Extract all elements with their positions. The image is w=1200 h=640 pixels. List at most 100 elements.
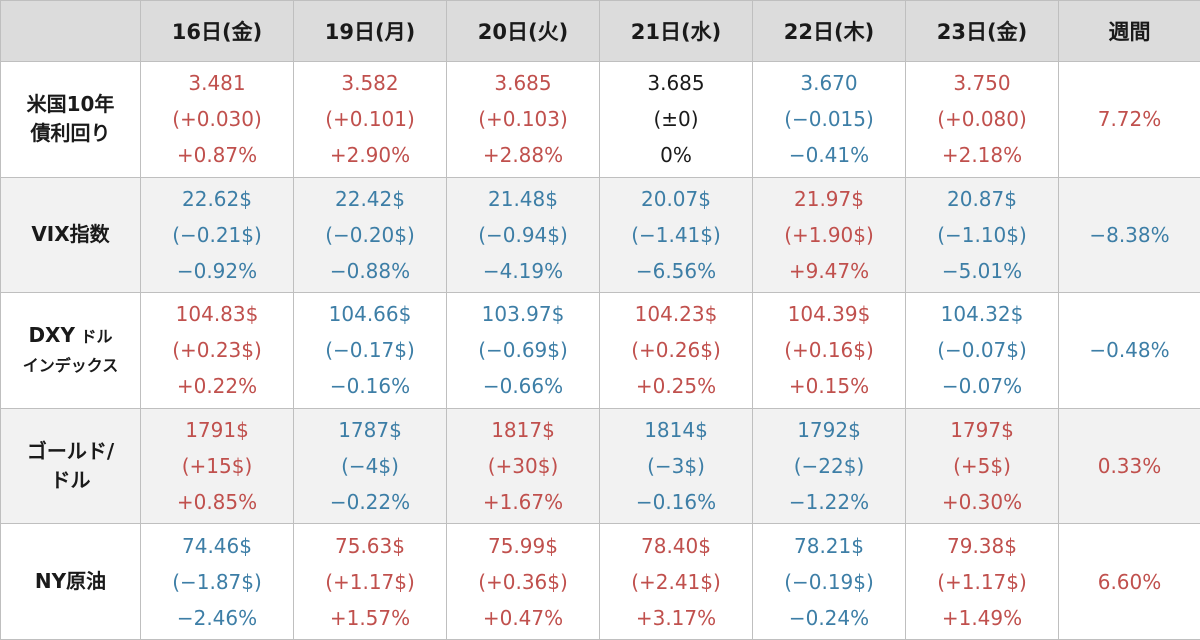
cell-change: (−1.87$) <box>172 569 262 594</box>
column-header: 16日(金) <box>140 0 294 62</box>
cell-percent: −0.92% <box>176 258 258 283</box>
weekly-change: −0.48% <box>1058 292 1200 409</box>
cell-change: (+0.101) <box>325 107 415 132</box>
cell-change: (−0.94$) <box>478 222 568 247</box>
data-cell: 75.99$ (+0.36$) +0.47% <box>446 523 600 640</box>
cell-change: (−3$) <box>647 454 705 479</box>
cell-value: 22.42$ <box>335 186 405 211</box>
cell-change: (−0.17$) <box>325 338 415 363</box>
data-cell: 20.07$ (−1.41$) −6.56% <box>599 176 753 294</box>
cell-value: 3.750 <box>953 71 1011 96</box>
cell-change: (±0) <box>653 107 699 132</box>
cell-percent: +2.88% <box>482 143 564 168</box>
data-cell: 104.66$ (−0.17$) −0.16% <box>293 292 447 409</box>
cell-value: 103.97$ <box>481 302 565 327</box>
cell-percent: 0% <box>660 143 692 168</box>
cell-percent: +1.57% <box>329 605 411 630</box>
cell-value: 1797$ <box>950 418 1014 443</box>
cell-change: (−0.07$) <box>937 338 1027 363</box>
cell-change: (+30$) <box>487 454 559 479</box>
data-cell: 1817$ (+30$) +1.67% <box>446 407 600 525</box>
cell-value: 1792$ <box>797 418 861 443</box>
cell-change: (−0.21$) <box>172 222 262 247</box>
cell-percent: −4.19% <box>482 258 564 283</box>
cell-percent: −2.46% <box>176 605 258 630</box>
cell-change: (+5$) <box>953 454 1011 479</box>
cell-change: (+2.41$) <box>631 569 721 594</box>
cell-value: 20.87$ <box>947 186 1017 211</box>
weekly-change: 7.72% <box>1058 61 1200 178</box>
cell-value: 1791$ <box>185 418 249 443</box>
data-cell: 22.62$ (−0.21$) −0.92% <box>140 176 294 294</box>
cell-percent: −0.66% <box>482 374 564 399</box>
cell-percent: +0.87% <box>176 143 258 168</box>
cell-value: 104.66$ <box>328 302 412 327</box>
cell-change: (+0.030) <box>172 107 262 132</box>
cell-percent: −0.41% <box>788 143 870 168</box>
cell-percent: +3.17% <box>635 605 717 630</box>
data-cell: 104.23$ (+0.26$) +0.25% <box>599 292 753 409</box>
cell-value: 21.97$ <box>794 186 864 211</box>
data-cell: 78.40$ (+2.41$) +3.17% <box>599 523 753 640</box>
row-label: 米国10年 債利回り <box>0 61 141 178</box>
row-label-line2: インデックス <box>22 356 119 376</box>
data-cell: 104.39$ (+0.16$) +0.15% <box>752 292 906 409</box>
data-cell: 104.83$ (+0.23$) +0.22% <box>140 292 294 409</box>
cell-value: 104.83$ <box>175 302 259 327</box>
cell-percent: −0.16% <box>329 374 411 399</box>
data-cell: 79.38$ (+1.17$) +1.49% <box>905 523 1059 640</box>
data-cell: 1792$ (−22$) −1.22% <box>752 407 906 525</box>
column-header: 20日(火) <box>446 0 600 62</box>
cell-change: (+1.17$) <box>325 569 415 594</box>
cell-value: 3.685 <box>647 71 705 96</box>
cell-value: 79.38$ <box>947 533 1017 558</box>
cell-value: 104.39$ <box>787 302 871 327</box>
row-vix: VIX指数 22.62$ (−0.21$) −0.92% 22.42$ (−0.20$) −… <box>0 176 1200 294</box>
cell-value: 1814$ <box>644 418 708 443</box>
data-cell: 1787$ (−4$) −0.22% <box>293 407 447 525</box>
cell-percent: +0.47% <box>482 605 564 630</box>
cell-change: (−4$) <box>341 454 399 479</box>
data-cell: 20.87$ (−1.10$) −5.01% <box>905 176 1059 294</box>
cell-value: 1787$ <box>338 418 402 443</box>
cell-percent: +1.49% <box>941 605 1023 630</box>
row-wti: NY原油 74.46$ (−1.87$) −2.46% 75.63$ (+1.17$) +1… <box>0 523 1200 640</box>
cell-value: 3.481 <box>188 71 246 96</box>
data-cell: 3.582 (+0.101) +2.90% <box>293 61 447 178</box>
cell-percent: −1.22% <box>788 490 870 515</box>
row-label: NY原油 <box>0 523 141 640</box>
row-label: ゴールド/ ドル <box>0 407 141 525</box>
cell-value: 1817$ <box>491 418 555 443</box>
cell-change: (−0.20$) <box>325 222 415 247</box>
cell-value: 74.46$ <box>182 533 252 558</box>
data-cell: 22.42$ (−0.20$) −0.88% <box>293 176 447 294</box>
cell-percent: +2.90% <box>329 143 411 168</box>
cell-percent: −0.88% <box>329 258 411 283</box>
cell-change: (+0.103) <box>478 107 568 132</box>
cell-percent: +0.15% <box>788 374 870 399</box>
row-label-main: DXY <box>28 323 75 348</box>
column-header: 21日(水) <box>599 0 753 62</box>
row-dxy: DXY ドル インデックス 104.83$ (+0.23$) +0.22% 104.66$… <box>0 292 1200 409</box>
cell-change: (+15$) <box>181 454 253 479</box>
cell-change: (+0.23$) <box>172 338 262 363</box>
cell-change: (−0.69$) <box>478 338 568 363</box>
cell-percent: −0.24% <box>788 605 870 630</box>
cell-change: (−1.41$) <box>631 222 721 247</box>
cell-change: (+0.080) <box>937 107 1027 132</box>
cell-percent: +1.67% <box>482 490 564 515</box>
cell-value: 75.63$ <box>335 533 405 558</box>
cell-value: 20.07$ <box>641 186 711 211</box>
cell-change: (+0.16$) <box>784 338 874 363</box>
data-cell: 3.685 (+0.103) +2.88% <box>446 61 600 178</box>
cell-value: 78.40$ <box>641 533 711 558</box>
data-cell: 1791$ (+15$) +0.85% <box>140 407 294 525</box>
column-header: 22日(木) <box>752 0 906 62</box>
cell-percent: +2.18% <box>941 143 1023 168</box>
data-cell: 103.97$ (−0.69$) −0.66% <box>446 292 600 409</box>
data-cell: 3.685 (±0) 0% <box>599 61 753 178</box>
cell-percent: −0.16% <box>635 490 717 515</box>
column-header-weekly: 週間 <box>1058 0 1200 62</box>
weekly-change: −8.38% <box>1058 176 1200 294</box>
